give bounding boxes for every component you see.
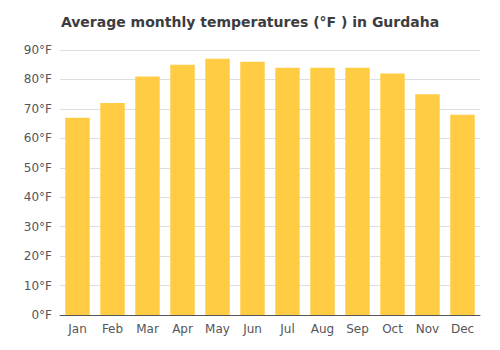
svg-text:Dec: Dec (451, 322, 474, 336)
svg-text:May: May (205, 322, 230, 336)
svg-text:Jul: Jul (279, 322, 294, 336)
svg-text:40°F: 40°F (24, 190, 52, 204)
svg-text:90°F: 90°F (24, 43, 52, 57)
svg-text:70°F: 70°F (24, 102, 52, 116)
svg-text:50°F: 50°F (24, 161, 52, 175)
svg-text:0°F: 0°F (31, 308, 52, 322)
svg-text:30°F: 30°F (24, 220, 52, 234)
svg-text:Aug: Aug (311, 322, 334, 336)
svg-text:Apr: Apr (172, 322, 193, 336)
svg-text:20°F: 20°F (24, 249, 52, 263)
svg-text:10°F: 10°F (24, 279, 52, 293)
svg-text:60°F: 60°F (24, 131, 52, 145)
svg-text:Feb: Feb (102, 322, 123, 336)
svg-text:Mar: Mar (136, 322, 159, 336)
svg-text:Nov: Nov (416, 322, 439, 336)
svg-text:Jun: Jun (242, 322, 262, 336)
svg-text:Jan: Jan (67, 322, 87, 336)
svg-text:80°F: 80°F (24, 72, 52, 86)
svg-text:Average monthly temperatures (: Average monthly temperatures (°F ) in Gu… (61, 14, 439, 30)
svg-text:Sep: Sep (346, 322, 369, 336)
svg-text:Oct: Oct (382, 322, 403, 336)
